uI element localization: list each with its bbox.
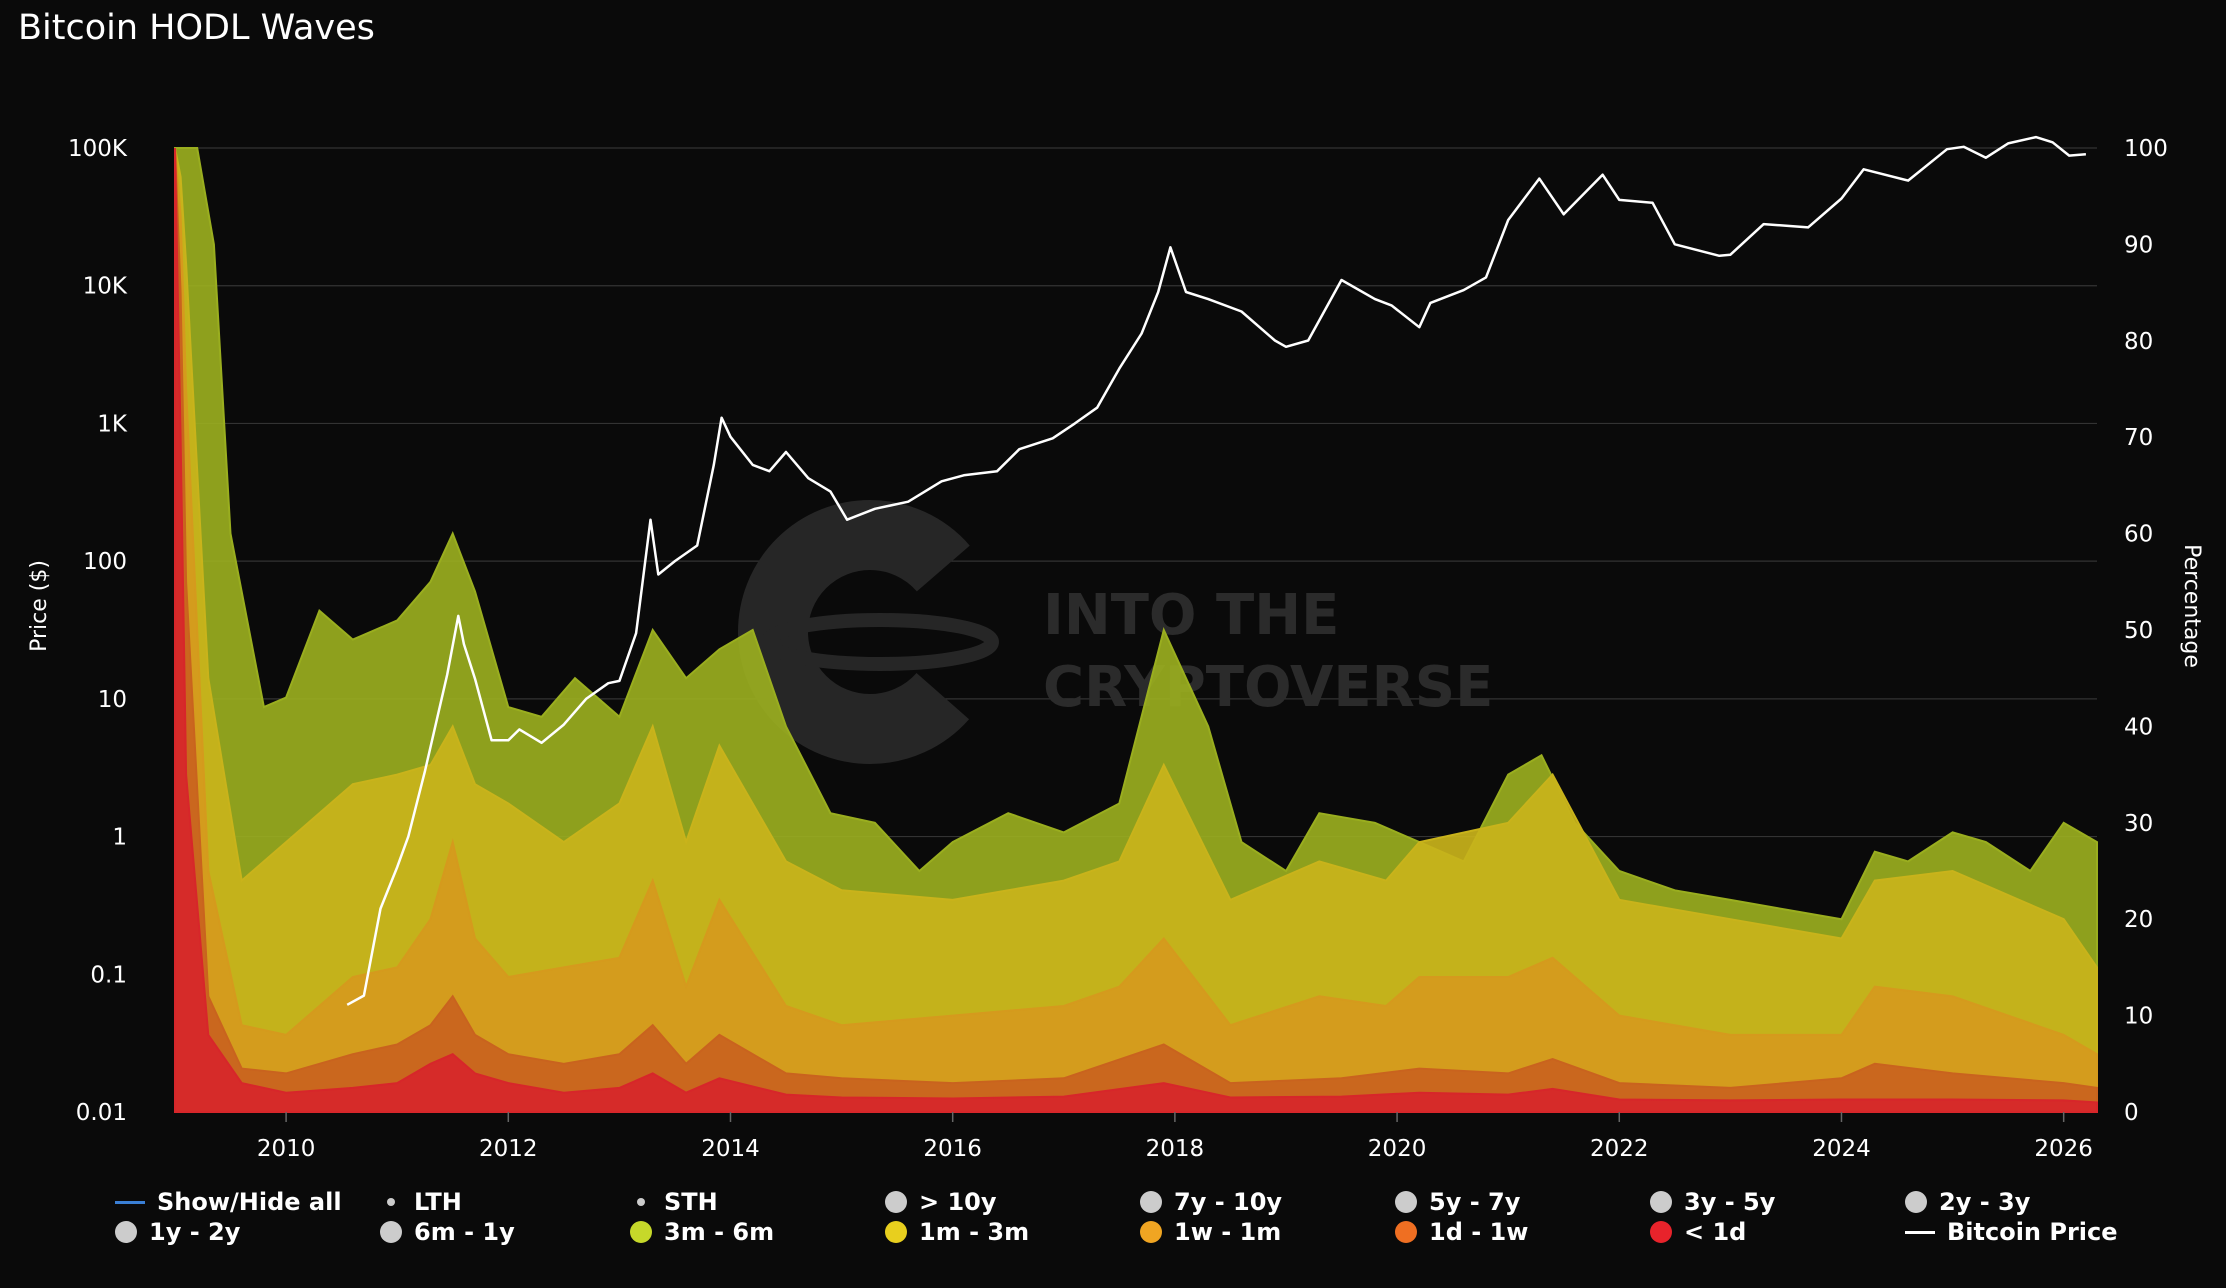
- x-tick-label: 2020: [1368, 1136, 1427, 1162]
- right-tick-label: 60: [2124, 522, 2153, 548]
- x-tick-label: 2010: [257, 1136, 316, 1162]
- legend-circle-icon: [885, 1221, 907, 1243]
- price-line-group: [346, 135, 2086, 1006]
- legend-circle-icon: [1905, 1191, 1927, 1213]
- x-tick-label: 2026: [2034, 1136, 2093, 1162]
- legend-item-5y-7y[interactable]: 5y - 7y: [1395, 1188, 1520, 1216]
- legend-label: 1m - 3m: [919, 1218, 1030, 1246]
- legend-circle-icon: [115, 1221, 137, 1243]
- legend-circle-icon: [637, 1198, 645, 1206]
- percentage-areas: [174, 147, 2098, 1113]
- legend-item-3y-5y[interactable]: 3y - 5y: [1650, 1188, 1775, 1216]
- legend-circle-icon: [387, 1198, 395, 1206]
- legend-label: LTH: [414, 1188, 462, 1216]
- left-tick-label: 0.1: [90, 962, 127, 988]
- legend-item-1y-2y[interactable]: 1y - 2y: [115, 1218, 240, 1246]
- legend-label: 1y - 2y: [149, 1218, 241, 1246]
- x-tick-label: 2012: [479, 1136, 538, 1162]
- legend-item-10y[interactable]: > 10y: [885, 1188, 997, 1216]
- legend-circle-icon: [1650, 1221, 1672, 1243]
- right-tick-label: 100: [2124, 136, 2168, 162]
- left-tick-label: 1K: [97, 411, 128, 437]
- legend-label: 7y - 10y: [1174, 1188, 1283, 1216]
- legend: Show/Hide all LTH STH > 10y 7y - 10y 5y - 7y 3…: [0, 1188, 2226, 1268]
- area-1w-1m: [174, 147, 2098, 1113]
- legend-item-1m-3m[interactable]: 1m - 3m: [885, 1218, 1029, 1246]
- right-tick-label: 20: [2124, 907, 2153, 933]
- right-tick-label: 70: [2124, 425, 2153, 451]
- x-tick-label: 2014: [701, 1136, 760, 1162]
- x-tick-label: 2022: [1590, 1136, 1649, 1162]
- legend-line-icon: [115, 1200, 145, 1204]
- legend-item-bitcoin-price[interactable]: Bitcoin Price: [1905, 1218, 2118, 1246]
- legend-circle-icon: [1395, 1221, 1417, 1243]
- legend-circle-icon: [1395, 1191, 1417, 1213]
- watermark-text-line-2: CRYPTOVERSE: [1043, 655, 1493, 720]
- legend-circle-icon: [1650, 1191, 1672, 1213]
- legend-circle-icon: [885, 1191, 907, 1213]
- legend-circle-icon: [1140, 1221, 1162, 1243]
- legend-item-2y-3y[interactable]: 2y - 3y: [1905, 1188, 2030, 1216]
- left-axis-title: Price ($): [27, 560, 52, 652]
- left-tick-label: 0.01: [76, 1100, 127, 1126]
- left-tick-label: 10K: [83, 274, 128, 300]
- left-tick-label: 1: [112, 825, 127, 851]
- legend-label: 3m - 6m: [664, 1218, 775, 1246]
- legend-label: 1w - 1m: [1174, 1218, 1282, 1246]
- legend-item-show-hide-all[interactable]: Show/Hide all: [115, 1188, 342, 1216]
- legend-item-3m-6m[interactable]: 3m - 6m: [630, 1218, 774, 1246]
- legend-line-icon: [1905, 1230, 1935, 1234]
- legend-label: 6m - 1y: [414, 1218, 515, 1246]
- right-tick-label: 80: [2124, 329, 2153, 355]
- legend-item-1d[interactable]: < 1d: [1650, 1218, 1746, 1246]
- watermark-text-line-1: INTO THE: [1043, 583, 1339, 648]
- legend-item-lth[interactable]: LTH: [380, 1188, 462, 1216]
- legend-item-1w-1m[interactable]: 1w - 1m: [1140, 1218, 1281, 1246]
- legend-circle-icon: [380, 1221, 402, 1243]
- legend-label: Show/Hide all: [157, 1188, 342, 1216]
- left-axis-ticks: 0.01 0.1 1 10 100 1K 10K 100K: [68, 136, 128, 1126]
- legend-label: 5y - 7y: [1429, 1188, 1521, 1216]
- right-axis-title: Percentage: [2179, 544, 2204, 668]
- area-1d-1w: [174, 147, 2098, 1113]
- legend-label: STH: [664, 1188, 718, 1216]
- right-tick-label: 0: [2124, 1100, 2139, 1126]
- legend-circle-icon: [630, 1221, 652, 1243]
- chart-title: Bitcoin HODL Waves: [18, 8, 375, 48]
- x-axis-ticks: 2010 2012 2014 2016 2018 2020 2022 2024 2026: [257, 1112, 2093, 1162]
- legend-label: Bitcoin Price: [1947, 1218, 2118, 1246]
- left-tick-label: 100K: [68, 136, 128, 162]
- legend-label: > 10y: [919, 1188, 997, 1216]
- x-tick-label: 2016: [923, 1136, 982, 1162]
- legend-circle-icon: [1140, 1191, 1162, 1213]
- price-line: [346, 135, 2086, 1006]
- area--1d: [174, 147, 2098, 1113]
- x-tick-label: 2024: [1812, 1136, 1871, 1162]
- area-1m-3m: [174, 147, 2098, 1113]
- left-tick-label: 100: [83, 549, 127, 575]
- right-tick-label: 30: [2124, 811, 2153, 837]
- legend-item-6m-1y[interactable]: 6m - 1y: [380, 1218, 515, 1246]
- left-tick-label: 10: [98, 687, 127, 713]
- watermark-ring-icon: [761, 613, 999, 671]
- hodl-waves-chart: INTO THE CRYPTOVERSE 0.010.11101001K10K1…: [27, 135, 2204, 1162]
- legend-label: 3y - 5y: [1684, 1188, 1776, 1216]
- legend-label: 2y - 3y: [1939, 1188, 2031, 1216]
- right-tick-label: 10: [2124, 1004, 2153, 1030]
- legend-item-sth[interactable]: STH: [630, 1188, 718, 1216]
- right-tick-label: 90: [2124, 232, 2153, 258]
- right-axis-ticks: 0 10 20 30 40 50 60 70 80 90 100: [2124, 136, 2168, 1126]
- legend-label: 1d - 1w: [1429, 1218, 1529, 1246]
- right-tick-label: 50: [2124, 618, 2153, 644]
- legend-item-1d-1w[interactable]: 1d - 1w: [1395, 1218, 1528, 1246]
- watermark-logo: INTO THE CRYPTOVERSE: [738, 500, 1493, 764]
- legend-label: < 1d: [1684, 1218, 1747, 1246]
- x-tick-label: 2018: [1146, 1136, 1205, 1162]
- legend-item-7y-10y[interactable]: 7y - 10y: [1140, 1188, 1282, 1216]
- right-tick-label: 40: [2124, 714, 2153, 740]
